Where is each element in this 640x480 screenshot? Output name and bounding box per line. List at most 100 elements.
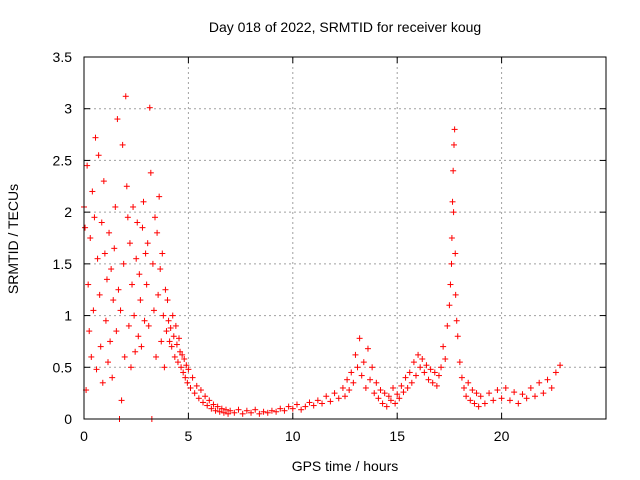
data-point: [197, 387, 204, 394]
data-point: [95, 152, 102, 159]
chart-title: Day 018 of 2022, SRMTID for receiver kou…: [209, 19, 481, 35]
data-point: [346, 387, 353, 394]
data-point: [364, 345, 371, 352]
data-point: [427, 366, 434, 373]
data-point: [467, 397, 474, 404]
data-point: [171, 353, 178, 360]
data-point: [108, 266, 115, 273]
data-point: [400, 389, 407, 396]
data-point: [408, 379, 415, 386]
data-point: [350, 379, 357, 386]
data-point: [381, 390, 388, 397]
data-point: [540, 390, 547, 397]
data-point: [178, 364, 185, 371]
data-point: [113, 328, 120, 335]
data-point: [121, 353, 128, 360]
data-point: [390, 384, 397, 391]
data-point: [452, 250, 459, 257]
data-point: [185, 366, 192, 373]
data-point: [134, 219, 141, 226]
data-point: [506, 397, 513, 404]
x-tick-label: 0: [80, 428, 88, 444]
data-point: [114, 116, 121, 123]
data-point: [323, 393, 330, 400]
data-point: [157, 266, 164, 273]
data-point: [463, 393, 470, 400]
data-point: [127, 364, 134, 371]
data-point: [136, 271, 143, 278]
data-point: [319, 400, 326, 407]
data-point: [515, 400, 522, 407]
data-point: [544, 376, 551, 383]
data-point: [145, 322, 152, 329]
data-point: [260, 408, 267, 415]
data-point: [268, 407, 275, 414]
data-point: [429, 379, 436, 386]
data-point: [331, 390, 338, 397]
data-point: [132, 348, 139, 355]
data-point: [356, 335, 363, 342]
data-point: [252, 406, 259, 413]
x-tick-label: 5: [185, 428, 193, 444]
data-point: [314, 397, 321, 404]
data-point: [354, 364, 361, 371]
data-point: [218, 405, 225, 412]
data-point: [231, 409, 238, 416]
data-point: [154, 229, 161, 236]
data-point: [373, 379, 380, 386]
data-point: [412, 372, 419, 379]
grid-lines: [84, 57, 606, 419]
data-point: [469, 387, 476, 394]
data-point: [191, 390, 198, 397]
data-point: [502, 384, 509, 391]
data-point: [120, 260, 127, 267]
data-point: [98, 219, 105, 226]
data-point: [220, 409, 227, 416]
data-point: [285, 403, 292, 410]
data-point: [379, 400, 386, 407]
data-point: [471, 400, 478, 407]
data-point: [212, 407, 219, 414]
data-point: [216, 408, 223, 415]
data-point: [193, 382, 200, 389]
data-point: [222, 406, 229, 413]
data-point: [465, 379, 472, 386]
data-point: [277, 405, 284, 412]
y-tick-label: 2.5: [53, 152, 73, 168]
x-axis-label: GPS time / hours: [292, 458, 399, 474]
data-point: [481, 400, 488, 407]
y-tick-label: 1.5: [53, 256, 73, 272]
data-point: [344, 376, 351, 383]
data-point: [172, 322, 179, 329]
data-point: [125, 322, 132, 329]
y-axis-label: SRMTID / TECUs: [5, 184, 21, 294]
data-point: [264, 409, 271, 416]
data-point: [110, 297, 117, 304]
data-point: [92, 134, 99, 141]
data-point: [96, 291, 103, 298]
data-point: [438, 364, 445, 371]
data-point: [419, 356, 426, 363]
data-point: [375, 395, 382, 402]
data-point: [164, 297, 171, 304]
data-point: [112, 203, 119, 210]
axis-ticks: [83, 56, 606, 420]
data-point: [227, 407, 234, 414]
data-point: [105, 359, 112, 366]
data-point: [348, 369, 355, 376]
data-point: [156, 193, 163, 200]
data-point: [302, 403, 309, 410]
data-point: [149, 260, 156, 267]
data-point: [239, 410, 246, 417]
data-point: [387, 397, 394, 404]
data-point: [142, 250, 149, 257]
data-point: [106, 229, 113, 236]
data-point: [452, 291, 459, 298]
data-point: [109, 374, 116, 381]
data-point: [425, 376, 432, 383]
data-point: [84, 162, 91, 169]
data-point: [130, 203, 137, 210]
data-point: [450, 141, 457, 148]
data-point: [440, 343, 447, 350]
data-point: [122, 93, 129, 100]
